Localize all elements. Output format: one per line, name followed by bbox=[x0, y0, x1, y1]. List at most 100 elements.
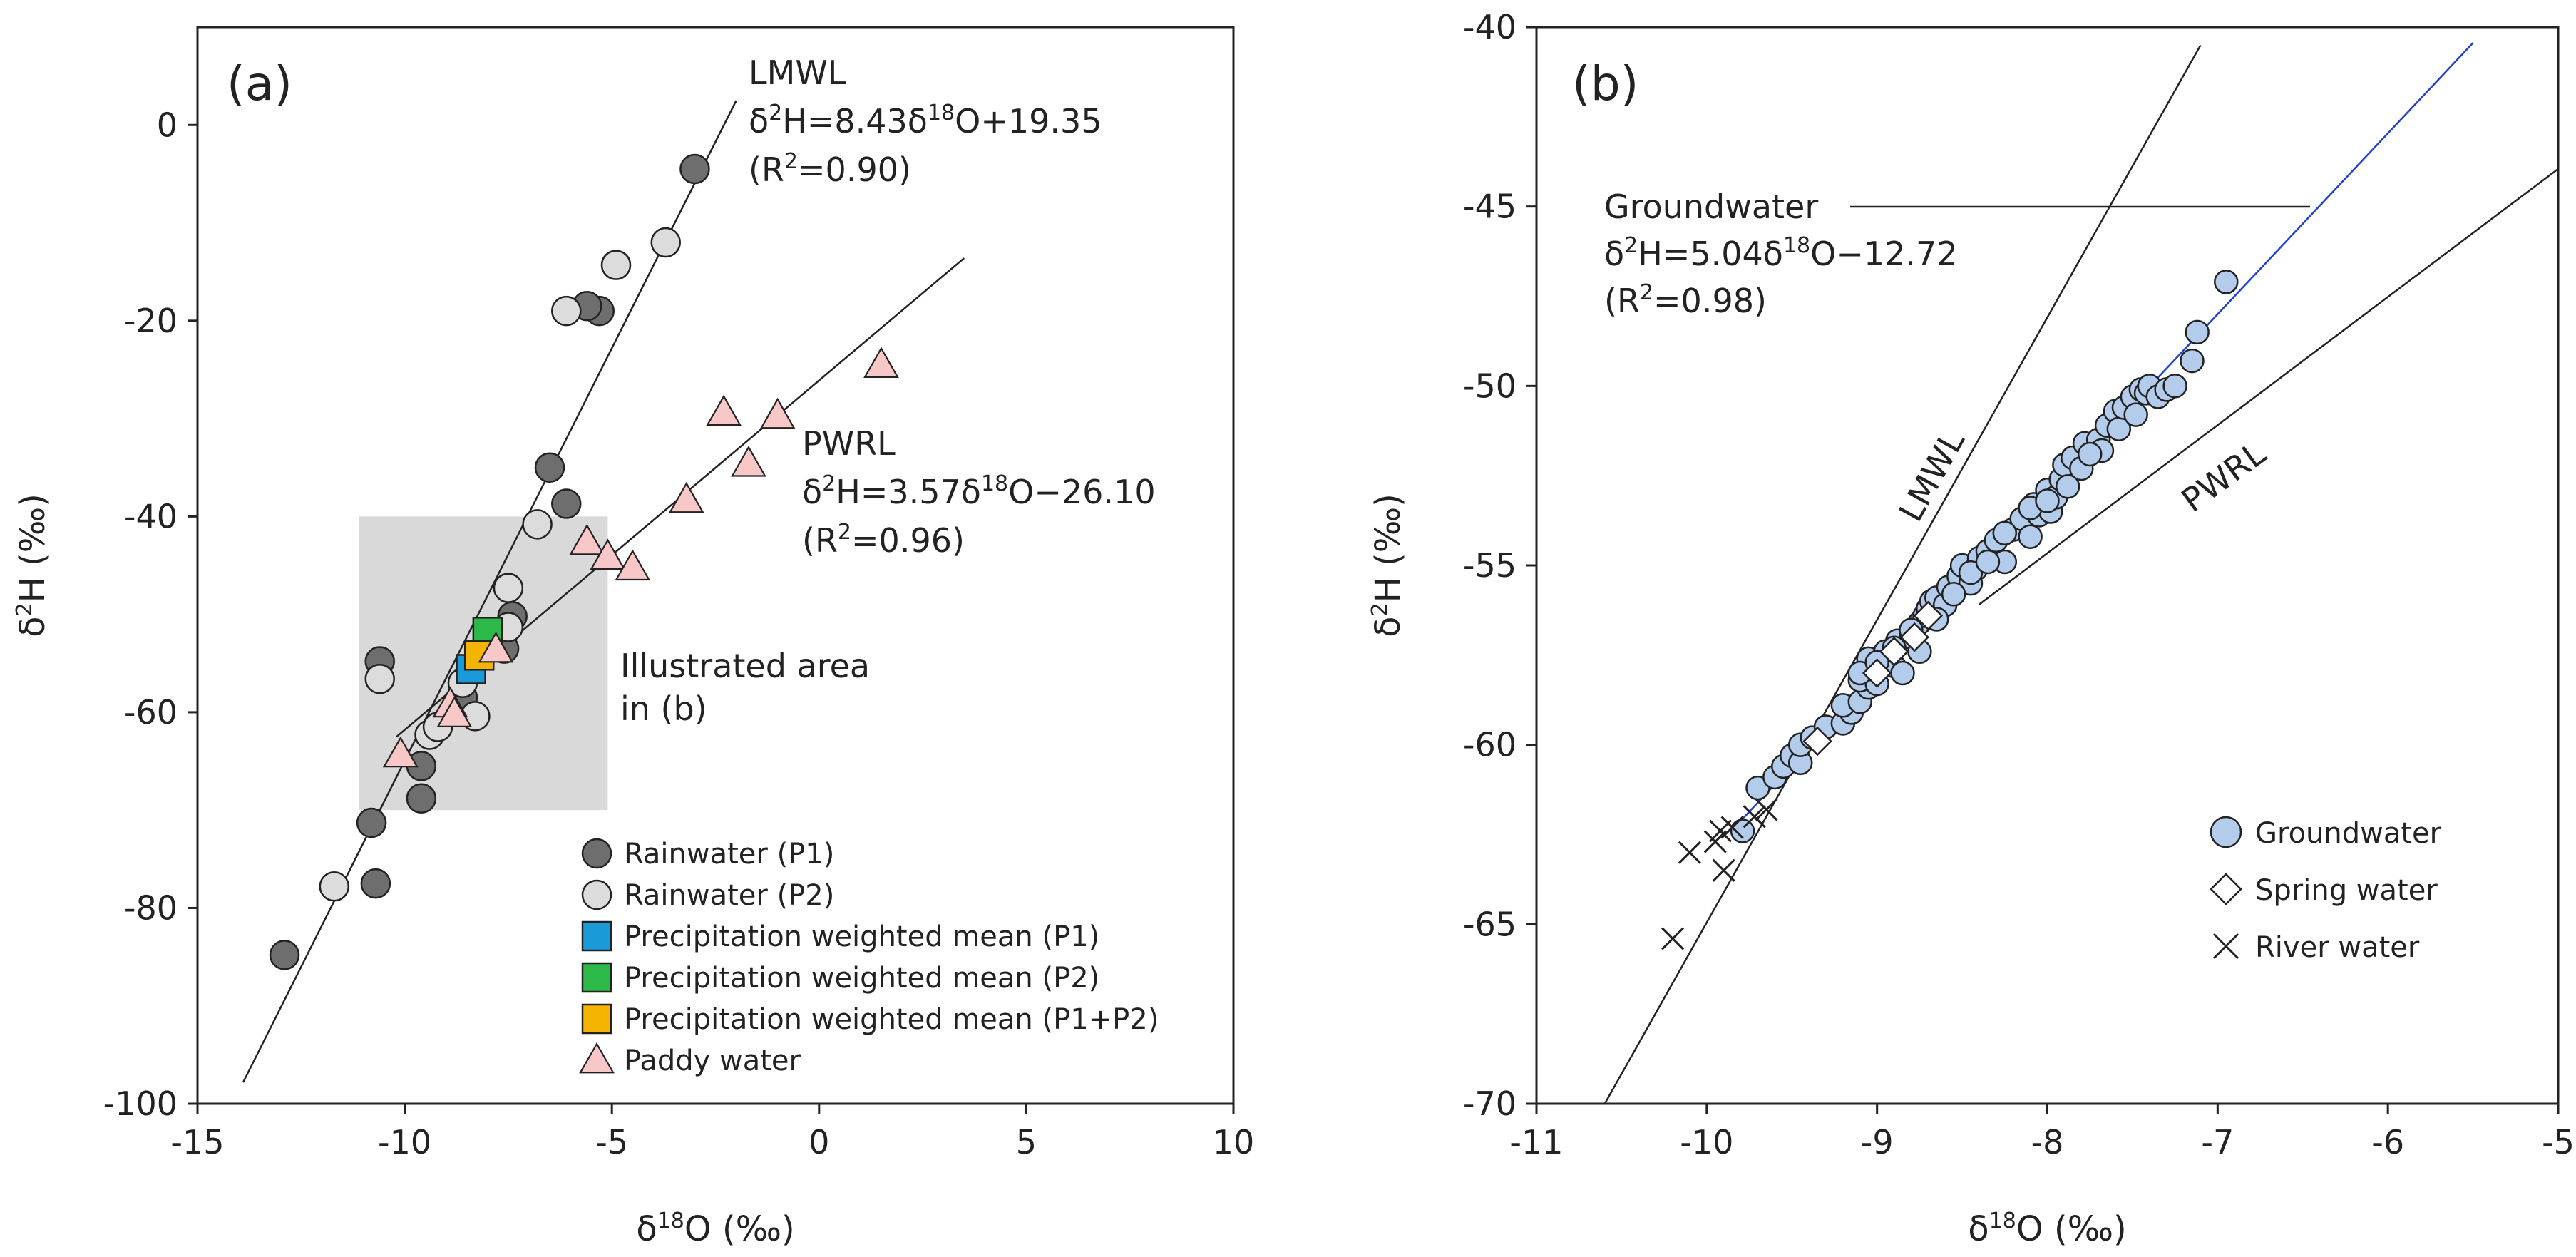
legend-marker-precipitation-weighted-mean-p1 bbox=[581, 920, 612, 952]
groundwater-point bbox=[2180, 348, 2205, 374]
gw-eq-part: O−12.72 bbox=[1810, 235, 1957, 273]
gw-eq-sup: 18 bbox=[1783, 233, 1810, 258]
legend-marker-groundwater bbox=[2210, 816, 2242, 848]
panel-a: Illustrated area in (b) -15 -10 -5 0 5 10 -100… bbox=[12, 26, 1255, 1249]
y-tick-label: -40 bbox=[124, 497, 178, 535]
lmwl-r2-part: (R bbox=[749, 150, 784, 189]
gw-eq-part: δ bbox=[1604, 235, 1624, 273]
pwrl-title: PWRL bbox=[802, 424, 896, 463]
legend-b: Groundwater Spring water River water bbox=[2210, 816, 2442, 964]
pwrl-line bbox=[1979, 168, 2558, 605]
legend-a: Rainwater (P1) Rainwater (P2) Precipitatio… bbox=[579, 838, 1159, 1077]
rainwater-p1-point bbox=[269, 940, 300, 970]
y-axis-label-a: δ2H (‰) bbox=[12, 493, 53, 637]
axis-ticks-a: -15 -10 -5 0 5 10 -100 -80 -60 -40 -20 0 bbox=[103, 106, 1255, 1161]
spring-water-point bbox=[1899, 622, 1929, 652]
legend-label-groundwater: Groundwater bbox=[2255, 817, 2442, 850]
gw-r2-part: (R bbox=[1604, 282, 1640, 320]
legend-label-precipitation-weighted-mean-p1: Precipitation weighted mean (P1) bbox=[624, 920, 1099, 953]
paddy-water-point bbox=[668, 481, 704, 513]
lmwl-r2-part: =0.90) bbox=[798, 150, 911, 189]
lmwl-eq-part: O+19.35 bbox=[955, 102, 1102, 140]
axis-label-sup: 2 bbox=[12, 602, 37, 616]
river-water-point bbox=[1708, 819, 1733, 843]
groundwater-point bbox=[1730, 819, 1755, 843]
groundwater-point bbox=[2035, 488, 2060, 513]
axis-label-part: O (‰) bbox=[2016, 1209, 2127, 1249]
groundwater-point bbox=[2123, 402, 2148, 427]
lmwl-title: LMWL bbox=[749, 53, 846, 92]
paddy-water-point bbox=[436, 696, 473, 728]
legend-label-precipitation-weighted-mean-p2: Precipitation weighted mean (P2) bbox=[624, 962, 1099, 995]
river-water-point bbox=[1712, 858, 1735, 882]
spring-water-point bbox=[1862, 658, 1892, 688]
rainwater-p2-point bbox=[650, 227, 682, 258]
gw-eq-part: H=5.04δ bbox=[1638, 235, 1783, 273]
groundwater-point bbox=[2162, 374, 2187, 399]
x-axis-label-a: δ18O (‰) bbox=[636, 1209, 794, 1249]
y-tick-label: -45 bbox=[1463, 188, 1517, 226]
pwrl-r2-part: =0.96) bbox=[851, 521, 965, 560]
axis-label-part: H (‰) bbox=[13, 493, 53, 602]
y-tick-label: -80 bbox=[124, 888, 178, 927]
lmwl-eq-part: H=8.43δ bbox=[782, 102, 928, 140]
x-tick-label: 0 bbox=[809, 1123, 829, 1161]
panel-b: -11 -10 -9 -8 -7 -6 -5 -70 -65 -60 -55 -50 -45 -40 (b… bbox=[1367, 8, 2575, 1249]
legend-marker-spring-water bbox=[2210, 873, 2242, 905]
lmwl-eq-sup: 18 bbox=[928, 101, 955, 125]
y-tick-label: -65 bbox=[1463, 905, 1517, 943]
x-tick-label: -15 bbox=[170, 1123, 224, 1161]
rainwater-p1-point bbox=[551, 488, 582, 519]
axis-label-part: δ bbox=[636, 1209, 657, 1249]
legend-label-spring-water: Spring water bbox=[2255, 874, 2438, 907]
y-tick-label: -100 bbox=[103, 1084, 178, 1123]
lmwl-line bbox=[242, 100, 737, 1083]
x-tick-label: -6 bbox=[2371, 1123, 2404, 1161]
groundwater-point bbox=[1941, 582, 1966, 607]
spring-water-point bbox=[1802, 726, 1832, 756]
legend-marker-river-water bbox=[2212, 933, 2239, 960]
legend-label-precipitation-weighted-mean-p1-p2: Precipitation weighted mean (P1+P2) bbox=[624, 1003, 1159, 1036]
x-tick-label: 5 bbox=[1016, 1123, 1037, 1161]
lmwl-eq-part: δ bbox=[749, 102, 769, 140]
y-tick-label: -55 bbox=[1463, 546, 1517, 585]
axis-label-part: δ bbox=[1368, 616, 1408, 637]
rainwater-p1-point bbox=[406, 783, 437, 814]
pwrl-eq-part: δ bbox=[802, 473, 822, 511]
rainwater-p2-point bbox=[364, 663, 395, 694]
rainwater-p2-point bbox=[522, 509, 553, 540]
gw-r2-sup: 2 bbox=[1640, 280, 1653, 305]
pwrl-eq-part: H=3.57δ bbox=[836, 473, 981, 511]
river-water-point bbox=[1755, 798, 1778, 821]
pwrl-r2-sup: 2 bbox=[838, 520, 851, 545]
gw-r2-part: =0.98) bbox=[1653, 282, 1767, 320]
pwrl-eq-part: O−26.10 bbox=[1008, 473, 1155, 511]
paddy-water-point bbox=[759, 397, 796, 429]
axis-label-part: H (‰) bbox=[1368, 493, 1408, 602]
rainwater-p1-point bbox=[356, 807, 387, 838]
gw-eq-sup: 2 bbox=[1624, 233, 1638, 258]
axis-label-part: δ bbox=[1968, 1209, 1989, 1249]
y-tick-label: -50 bbox=[1463, 366, 1517, 405]
river-water-point bbox=[1743, 805, 1766, 828]
legend-marker-precipitation-weighted-mean-p1-p2 bbox=[581, 1003, 612, 1035]
lmwl-r2-sup: 2 bbox=[784, 149, 798, 174]
legend-marker-precipitation-weighted-mean-p2 bbox=[581, 962, 612, 993]
axis-label-part: O (‰) bbox=[684, 1209, 795, 1249]
y-tick-label: 0 bbox=[157, 106, 178, 144]
groundwater-point bbox=[1975, 549, 2001, 575]
y-tick-label: -60 bbox=[124, 693, 178, 732]
groundwater-r2: (R2=0.98) bbox=[1604, 280, 1767, 320]
illustrated-area-label-line2: in (b) bbox=[620, 689, 707, 728]
pwrl-eq-sup: 2 bbox=[822, 471, 836, 496]
lmwl-line-label: LMWL bbox=[1891, 424, 1972, 528]
paddy-water-point bbox=[569, 523, 605, 555]
data-points-b bbox=[1661, 270, 2239, 950]
groundwater-point bbox=[2055, 474, 2080, 499]
rainwater-p1-point bbox=[679, 153, 710, 185]
plot-frame-a bbox=[196, 26, 1235, 1105]
axis-ticks-b: -11 -10 -9 -8 -7 -6 -5 -70 -65 -60 -55 -50 -45 -40 bbox=[1463, 8, 2575, 1161]
x-tick-label: -11 bbox=[1509, 1123, 1563, 1161]
x-tick-label: -10 bbox=[378, 1123, 431, 1161]
